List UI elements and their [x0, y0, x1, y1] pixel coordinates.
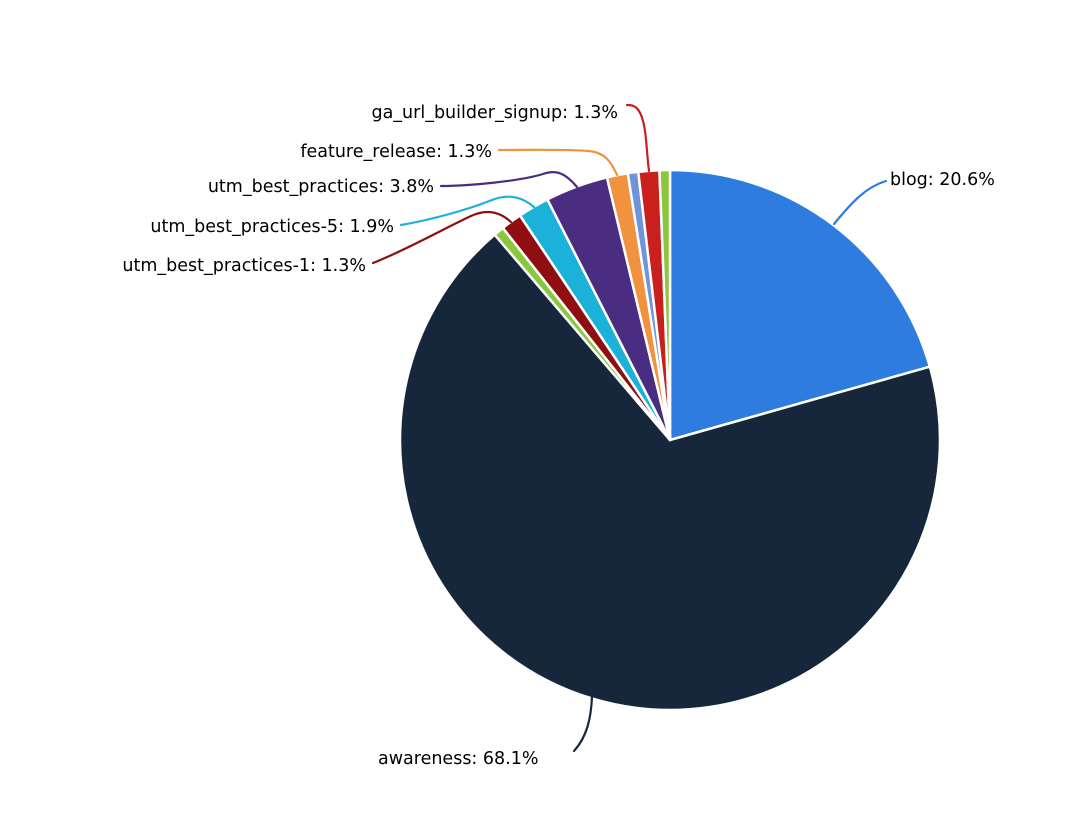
slice-label-utm-best-practices-5: utm_best_practices-5: 1.9% [150, 217, 394, 237]
leader-line-utm-best-practices-5 [399, 195, 536, 227]
slice-label-utm-best-practices-1: utm_best_practices-1: 1.3% [122, 256, 366, 276]
slice-label-blog: blog: 20.6% [890, 170, 995, 190]
pie-slice-unlabeled-9[interactable] [658, 168, 672, 442]
leader-line-blog [832, 179, 888, 226]
leader-line-feature-release [497, 148, 619, 177]
slice-label-awareness: awareness: 68.1% [378, 749, 539, 769]
leader-line-utm-best-practices-1 [371, 210, 513, 265]
leader-lines-group [371, 103, 888, 753]
slice-label-utm-best-practices: utm_best_practices: 3.8% [207, 177, 434, 197]
leader-line-utm-best-practices [439, 170, 579, 189]
pie-slice-blog[interactable] [668, 168, 932, 442]
slice-label-ga-url-builder-signup: ga_url_builder_signup: 1.3% [371, 103, 618, 123]
leader-line-awareness [572, 695, 594, 753]
leader-line-ga-url-builder-signup [625, 103, 651, 173]
slice-label-feature-release: feature_release: 1.3% [300, 142, 492, 162]
pie-slices-group [398, 168, 942, 712]
